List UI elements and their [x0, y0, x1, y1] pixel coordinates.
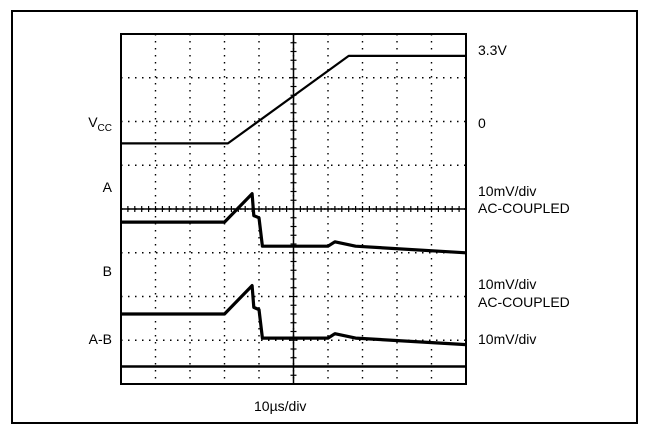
scale-label-a-b-div: 10mV/div: [478, 331, 537, 347]
scale-label-vcc-zero: 0: [478, 115, 486, 131]
chart-frame: [11, 10, 638, 424]
scale-label-vcc-top: 3.3V: [478, 42, 507, 58]
trace-label-vcc: VCC: [88, 114, 112, 134]
scale-label-b-div: 10mV/div: [478, 276, 537, 292]
x-axis-label: 10µs/div: [254, 398, 307, 414]
trace-b: [121, 284, 467, 347]
scale-label-a-coupling: AC-COUPLED: [478, 200, 570, 216]
trace-label-a-b: A-B: [88, 331, 112, 347]
trace-label-vcc-main: V: [88, 114, 98, 130]
scale-label-a-div: 10mV/div: [478, 183, 537, 199]
trace-label-vcc-sub: CC: [97, 123, 112, 134]
trace-label-a: A: [102, 179, 112, 195]
trace-a: [121, 192, 467, 255]
scale-label-b-coupling: AC-COUPLED: [478, 294, 570, 310]
trace-label-b: B: [102, 263, 112, 279]
trace-vcc: [121, 54, 466, 145]
